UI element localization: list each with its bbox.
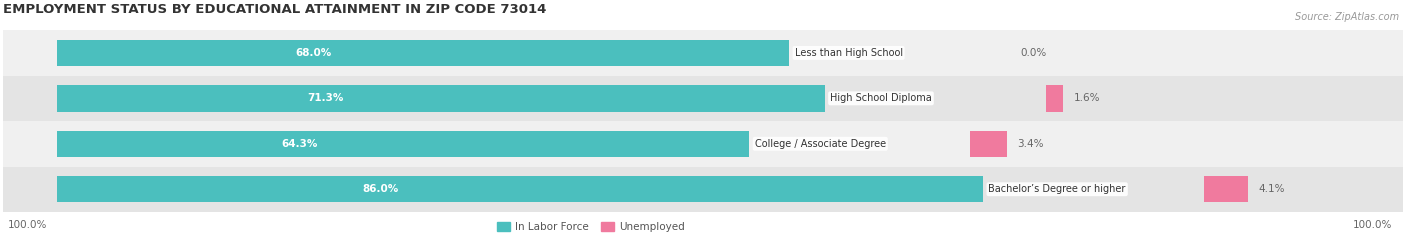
Bar [56,40,789,66]
Bar [56,176,983,202]
Text: 4.1%: 4.1% [1258,184,1285,194]
Bar [3,121,1403,167]
Bar [56,131,749,157]
Text: 100.0%: 100.0% [1353,220,1392,230]
Text: 68.0%: 68.0% [295,48,332,58]
Bar [3,167,1403,212]
Bar [1046,85,1063,112]
Text: EMPLOYMENT STATUS BY EDUCATIONAL ATTAINMENT IN ZIP CODE 73014: EMPLOYMENT STATUS BY EDUCATIONAL ATTAINM… [3,3,546,16]
Text: High School Diploma: High School Diploma [830,93,932,103]
Text: Source: ZipAtlas.com: Source: ZipAtlas.com [1295,12,1399,22]
Text: College / Associate Degree: College / Associate Degree [755,139,886,149]
Text: 1.6%: 1.6% [1074,93,1099,103]
Text: 71.3%: 71.3% [308,93,343,103]
Text: Less than High School: Less than High School [794,48,903,58]
Bar [1204,176,1249,202]
Text: 3.4%: 3.4% [1018,139,1045,149]
Legend: In Labor Force, Unemployed: In Labor Force, Unemployed [498,222,685,232]
Text: 64.3%: 64.3% [281,139,318,149]
Bar [56,85,825,112]
Bar [970,131,1007,157]
Text: 0.0%: 0.0% [1021,48,1047,58]
Bar [3,30,1403,76]
Text: Bachelor’s Degree or higher: Bachelor’s Degree or higher [988,184,1126,194]
Text: 86.0%: 86.0% [363,184,399,194]
Text: 100.0%: 100.0% [8,220,48,230]
Bar [3,76,1403,121]
